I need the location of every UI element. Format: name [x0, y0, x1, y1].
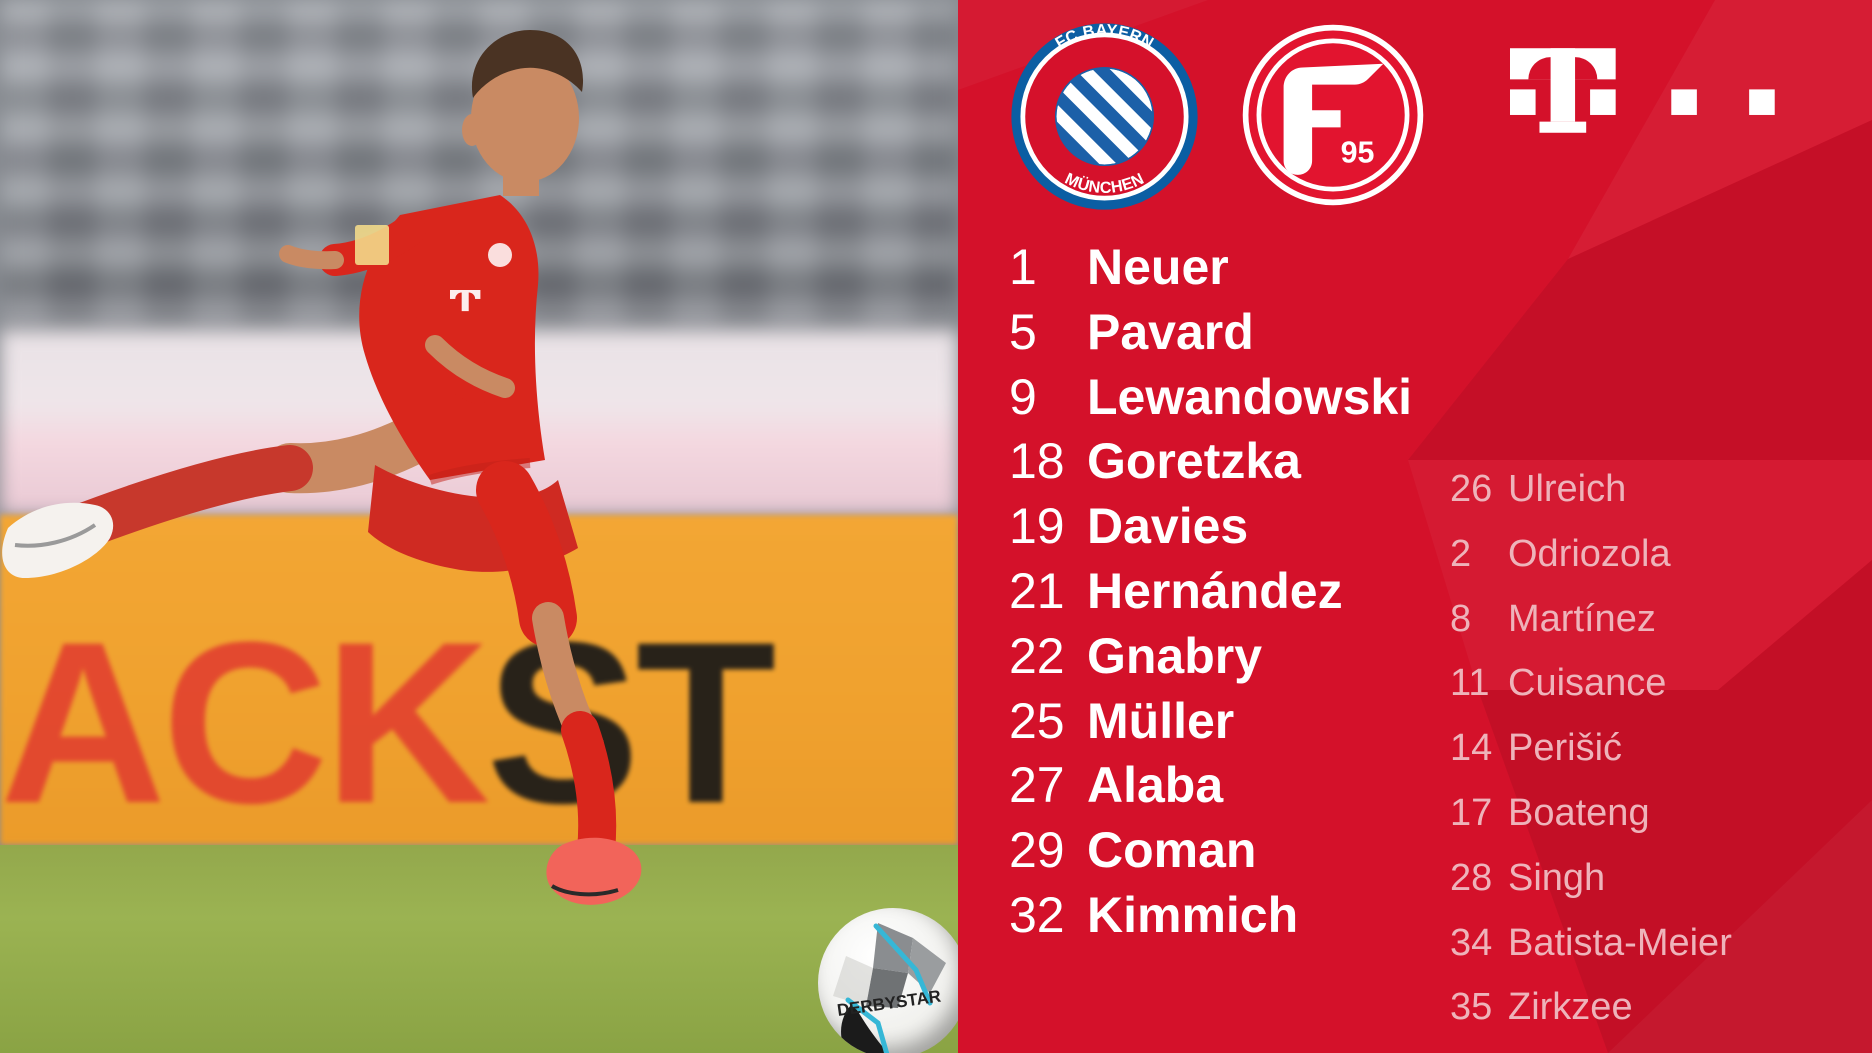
- svg-text:95: 95: [1341, 136, 1375, 170]
